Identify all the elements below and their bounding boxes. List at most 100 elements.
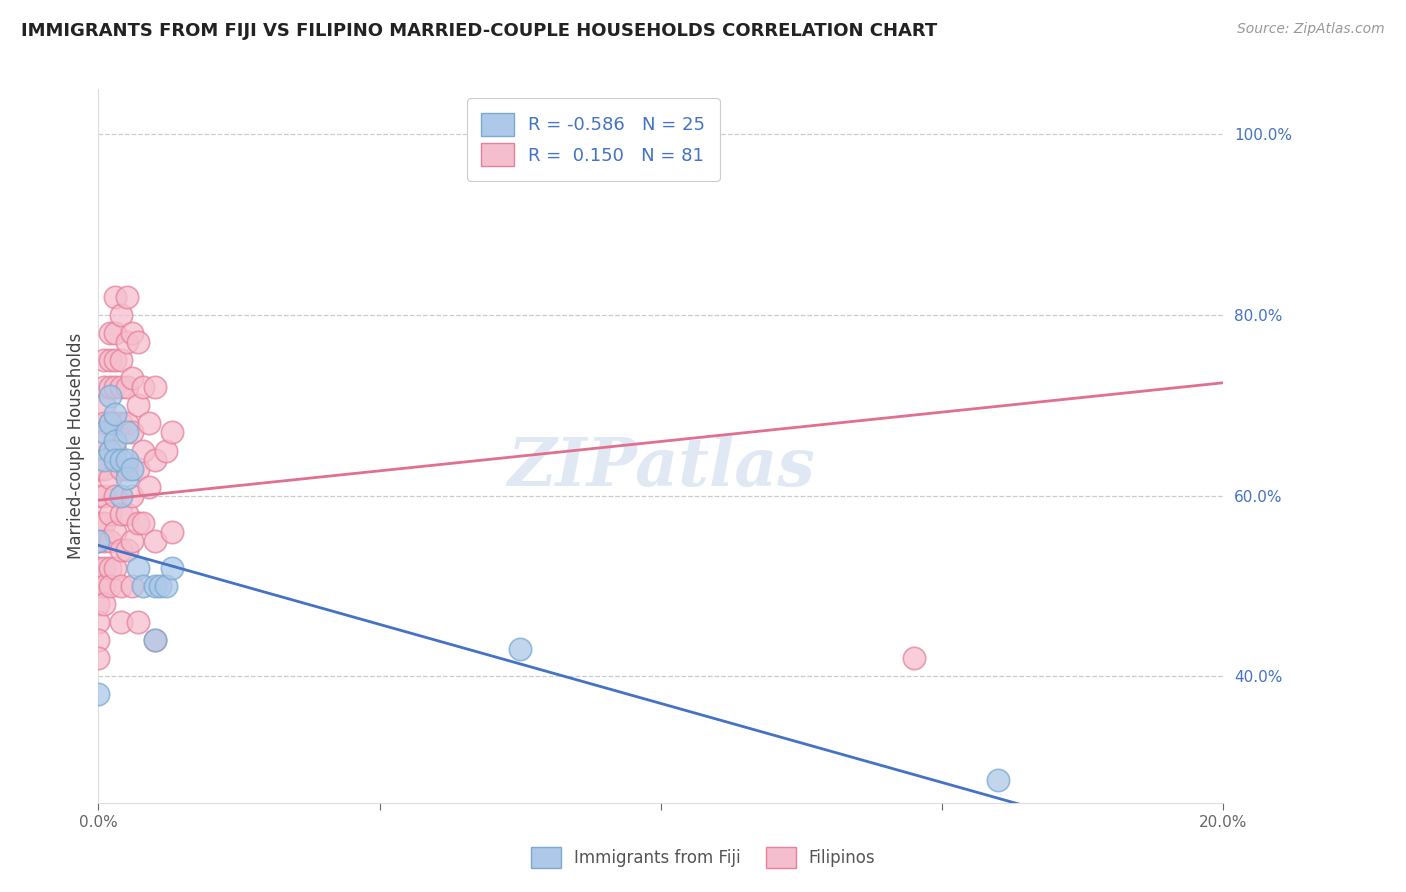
Point bbox=[115, 470, 138, 484]
Point bbox=[127, 516, 149, 530]
Y-axis label: Married-couple Households: Married-couple Households bbox=[66, 333, 84, 559]
Point bbox=[160, 524, 183, 539]
Point bbox=[98, 389, 121, 403]
Point bbox=[104, 353, 127, 368]
Point bbox=[143, 579, 166, 593]
Point bbox=[155, 443, 177, 458]
Point bbox=[110, 489, 132, 503]
Point bbox=[138, 480, 160, 494]
Point bbox=[98, 443, 121, 458]
Point bbox=[98, 380, 121, 394]
Point bbox=[104, 489, 127, 503]
Point bbox=[87, 561, 110, 575]
Point bbox=[127, 561, 149, 575]
Point bbox=[87, 461, 110, 475]
Point bbox=[98, 326, 121, 340]
Point bbox=[115, 380, 138, 394]
Point bbox=[87, 533, 110, 548]
Point bbox=[110, 542, 132, 557]
Point bbox=[104, 561, 127, 575]
Point bbox=[98, 561, 121, 575]
Point bbox=[132, 516, 155, 530]
Point bbox=[110, 308, 132, 322]
Point bbox=[93, 434, 115, 449]
Point bbox=[121, 579, 143, 593]
Point bbox=[87, 489, 110, 503]
Point bbox=[104, 408, 127, 422]
Point bbox=[104, 326, 127, 340]
Point bbox=[110, 579, 132, 593]
Point bbox=[110, 380, 132, 394]
Point bbox=[115, 452, 138, 467]
Point bbox=[132, 443, 155, 458]
Point bbox=[87, 651, 110, 665]
Point bbox=[127, 615, 149, 629]
Point bbox=[132, 380, 155, 394]
Point bbox=[93, 353, 115, 368]
Point bbox=[87, 633, 110, 648]
Point bbox=[110, 417, 132, 431]
Point bbox=[104, 524, 127, 539]
Text: IMMIGRANTS FROM FIJI VS FILIPINO MARRIED-COUPLE HOUSEHOLDS CORRELATION CHART: IMMIGRANTS FROM FIJI VS FILIPINO MARRIED… bbox=[21, 22, 938, 40]
Point bbox=[93, 579, 115, 593]
Text: ZIPatlas: ZIPatlas bbox=[508, 435, 814, 500]
Point bbox=[104, 417, 127, 431]
Point bbox=[93, 398, 115, 412]
Point bbox=[115, 542, 138, 557]
Point bbox=[143, 380, 166, 394]
Point bbox=[87, 597, 110, 611]
Point bbox=[93, 489, 115, 503]
Point bbox=[87, 579, 110, 593]
Text: Source: ZipAtlas.com: Source: ZipAtlas.com bbox=[1237, 22, 1385, 37]
Point bbox=[110, 615, 132, 629]
Point bbox=[143, 633, 166, 648]
Point bbox=[110, 353, 132, 368]
Point bbox=[115, 507, 138, 521]
Point bbox=[98, 507, 121, 521]
Point bbox=[115, 461, 138, 475]
Point bbox=[98, 417, 121, 431]
Point bbox=[87, 687, 110, 701]
Point bbox=[115, 417, 138, 431]
Point bbox=[87, 533, 110, 548]
Point bbox=[987, 773, 1010, 788]
Point bbox=[143, 633, 166, 648]
Point bbox=[127, 398, 149, 412]
Point bbox=[121, 326, 143, 340]
Point bbox=[98, 443, 121, 458]
Point bbox=[93, 452, 115, 467]
Point bbox=[110, 452, 132, 467]
Point bbox=[115, 335, 138, 350]
Point bbox=[132, 579, 155, 593]
Point bbox=[903, 651, 925, 665]
Point bbox=[93, 417, 115, 431]
Point bbox=[98, 470, 121, 484]
Point bbox=[104, 452, 127, 467]
Point bbox=[104, 290, 127, 304]
Point bbox=[104, 380, 127, 394]
Point bbox=[98, 417, 121, 431]
Point bbox=[155, 579, 177, 593]
Point bbox=[149, 579, 172, 593]
Legend: R = -0.586   N = 25, R =  0.150   N = 81: R = -0.586 N = 25, R = 0.150 N = 81 bbox=[467, 98, 720, 181]
Point bbox=[93, 597, 115, 611]
Point bbox=[509, 642, 531, 657]
Point bbox=[98, 353, 121, 368]
Point bbox=[93, 461, 115, 475]
Point bbox=[143, 452, 166, 467]
Point bbox=[104, 443, 127, 458]
Point bbox=[93, 533, 115, 548]
Point bbox=[138, 417, 160, 431]
Point bbox=[98, 533, 121, 548]
Point bbox=[127, 461, 149, 475]
Point bbox=[121, 489, 143, 503]
Point bbox=[93, 425, 115, 440]
Point bbox=[87, 615, 110, 629]
Point bbox=[121, 425, 143, 440]
Point bbox=[115, 425, 138, 440]
Point bbox=[121, 533, 143, 548]
Point bbox=[93, 561, 115, 575]
Point bbox=[87, 516, 110, 530]
Point bbox=[110, 507, 132, 521]
Point bbox=[160, 561, 183, 575]
